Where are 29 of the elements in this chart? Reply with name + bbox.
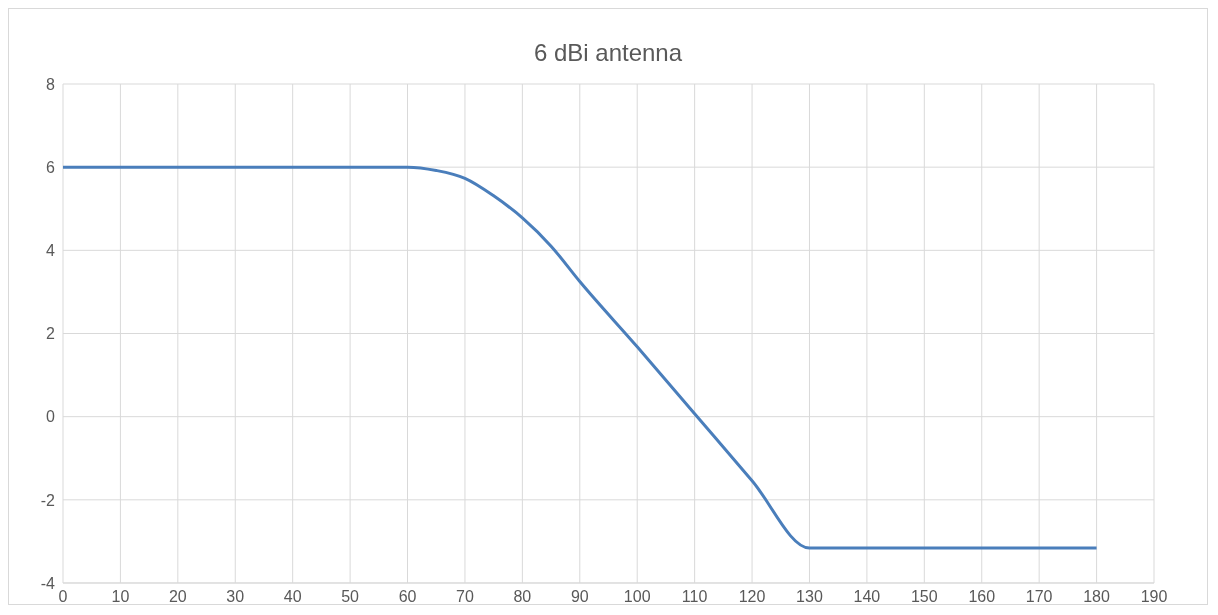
y-tick-label: 0 [46,408,56,426]
x-tick-label: 80 [513,588,532,606]
x-tick-label: 10 [111,588,130,606]
x-tick-label: 150 [910,588,938,606]
chart-title: 6 dBi antenna [532,39,684,67]
x-tick-label: 0 [58,588,68,606]
x-tick-label: 60 [398,588,417,606]
x-tick-label: 110 [681,588,708,606]
y-tick-label: -4 [40,574,56,592]
x-tick-label: 100 [623,588,651,606]
y-tick-label: 8 [46,75,56,93]
line-series [63,165,1099,550]
x-tick-label: 90 [570,588,589,606]
x-tick-label: 120 [738,588,766,606]
y-tick-label: -2 [40,491,56,509]
x-tick-label: 170 [1025,588,1053,606]
x-tick-label: 130 [796,588,823,606]
x-tick-label: 140 [853,588,881,606]
x-tick-label: 190 [1140,588,1168,606]
x-tick-label: 50 [341,588,360,606]
y-tick-label: 4 [46,242,56,260]
x-tick-label: 180 [1083,588,1111,606]
x-tick-label: 160 [968,588,996,606]
y-tick-label: 6 [46,158,56,176]
x-tick-label: 30 [226,588,245,606]
x-tick-label: 70 [456,588,474,606]
x-tick-label: 20 [168,588,187,606]
x-tick-label: 40 [283,588,302,606]
y-tick-label: 2 [46,325,56,343]
